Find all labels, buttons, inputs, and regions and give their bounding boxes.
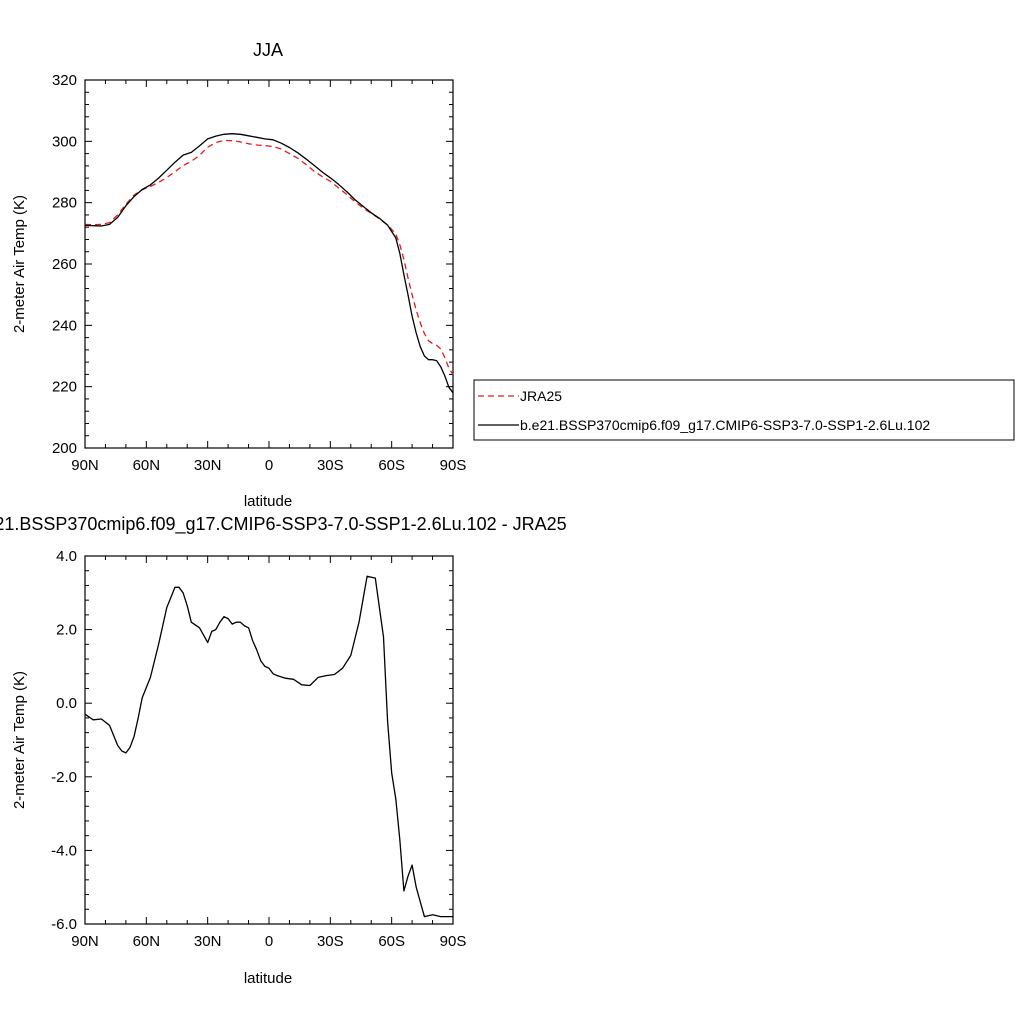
bottom-ticks bbox=[84, 555, 454, 925]
top-ticks bbox=[84, 79, 454, 449]
bottom-xtick-label: 30N bbox=[194, 933, 222, 950]
top-panel: JJA 90N 60N 30N 0 30S 60S 90S 200 220 240 260 280 3… bbox=[11, 40, 466, 510]
top-ytick-label: 240 bbox=[52, 317, 77, 334]
bottom-ytick-label: 2.0 bbox=[56, 622, 77, 639]
top-xtick-label: 30S bbox=[317, 457, 344, 474]
top-series bbox=[84, 133, 454, 394]
bottom-xtick-label: 60S bbox=[378, 933, 405, 950]
top-xtick-label: 90N bbox=[71, 457, 99, 474]
bottom-ytick-label: -4.0 bbox=[51, 842, 77, 859]
bottom-xtick-label: 60N bbox=[133, 933, 161, 950]
legend-box bbox=[473, 379, 1015, 441]
legend-label-jra25: JRA25 bbox=[520, 388, 562, 404]
top-ytick-label: 260 bbox=[52, 256, 77, 273]
bottom-x-tick-labels: 90N 60N 30N 0 30S 60S 90S bbox=[71, 933, 466, 950]
top-y-axis-label: 2-meter Air Temp (K) bbox=[11, 195, 28, 333]
top-x-tick-labels: 90N 60N 30N 0 30S 60S 90S bbox=[71, 457, 466, 474]
top-x-axis-label: latitude bbox=[244, 493, 292, 510]
top-y-tick-labels: 200 220 240 260 280 300 320 bbox=[52, 72, 77, 457]
bottom-series-line-0 bbox=[84, 575, 453, 918]
top-xtick-label: 0 bbox=[265, 457, 273, 474]
top-ytick-label: 300 bbox=[52, 133, 77, 150]
top-series-line-0 bbox=[84, 139, 454, 375]
bottom-ytick-label: -2.0 bbox=[51, 769, 77, 786]
bottom-plot-frame bbox=[84, 555, 454, 925]
top-xtick-label: 60N bbox=[133, 457, 161, 474]
top-panel-title: JJA bbox=[253, 40, 283, 60]
bottom-panel-title: b.e21.BSSP370cmip6.f09_g17.CMIP6-SSP3-7.… bbox=[0, 514, 567, 535]
top-xtick-label: 90S bbox=[440, 457, 467, 474]
top-ytick-label: 200 bbox=[52, 440, 77, 457]
bottom-xtick-label: 0 bbox=[265, 933, 273, 950]
top-plot-frame bbox=[84, 79, 454, 449]
top-series-line-1 bbox=[84, 133, 454, 394]
top-xtick-label: 60S bbox=[378, 457, 405, 474]
bottom-panel: b.e21.BSSP370cmip6.f09_g17.CMIP6-SSP3-7.… bbox=[0, 514, 567, 987]
legend-label-model: b.e21.BSSP370cmip6.f09_g17.CMIP6-SSP3-7.… bbox=[520, 417, 930, 433]
top-ytick-label: 220 bbox=[52, 379, 77, 396]
legend: JRA25 b.e21.BSSP370cmip6.f09_g17.CMIP6-S… bbox=[473, 379, 1015, 441]
bottom-series bbox=[84, 575, 453, 918]
bottom-y-tick-labels: -6.0 -4.0 -2.0 0.0 2.0 4.0 bbox=[51, 548, 77, 933]
bottom-xtick-label: 30S bbox=[317, 933, 344, 950]
top-ytick-label: 280 bbox=[52, 195, 77, 212]
top-xtick-label: 30N bbox=[194, 457, 222, 474]
bottom-ytick-label: 4.0 bbox=[56, 548, 77, 565]
bottom-xtick-label: 90S bbox=[440, 933, 467, 950]
bottom-ytick-label: -6.0 bbox=[51, 916, 77, 933]
top-ytick-label: 320 bbox=[52, 72, 77, 89]
bottom-x-axis-label: latitude bbox=[244, 970, 292, 987]
bottom-ytick-label: 0.0 bbox=[56, 695, 77, 712]
bottom-xtick-label: 90N bbox=[71, 933, 99, 950]
bottom-y-axis-label: 2-meter Air Temp (K) bbox=[11, 671, 28, 809]
